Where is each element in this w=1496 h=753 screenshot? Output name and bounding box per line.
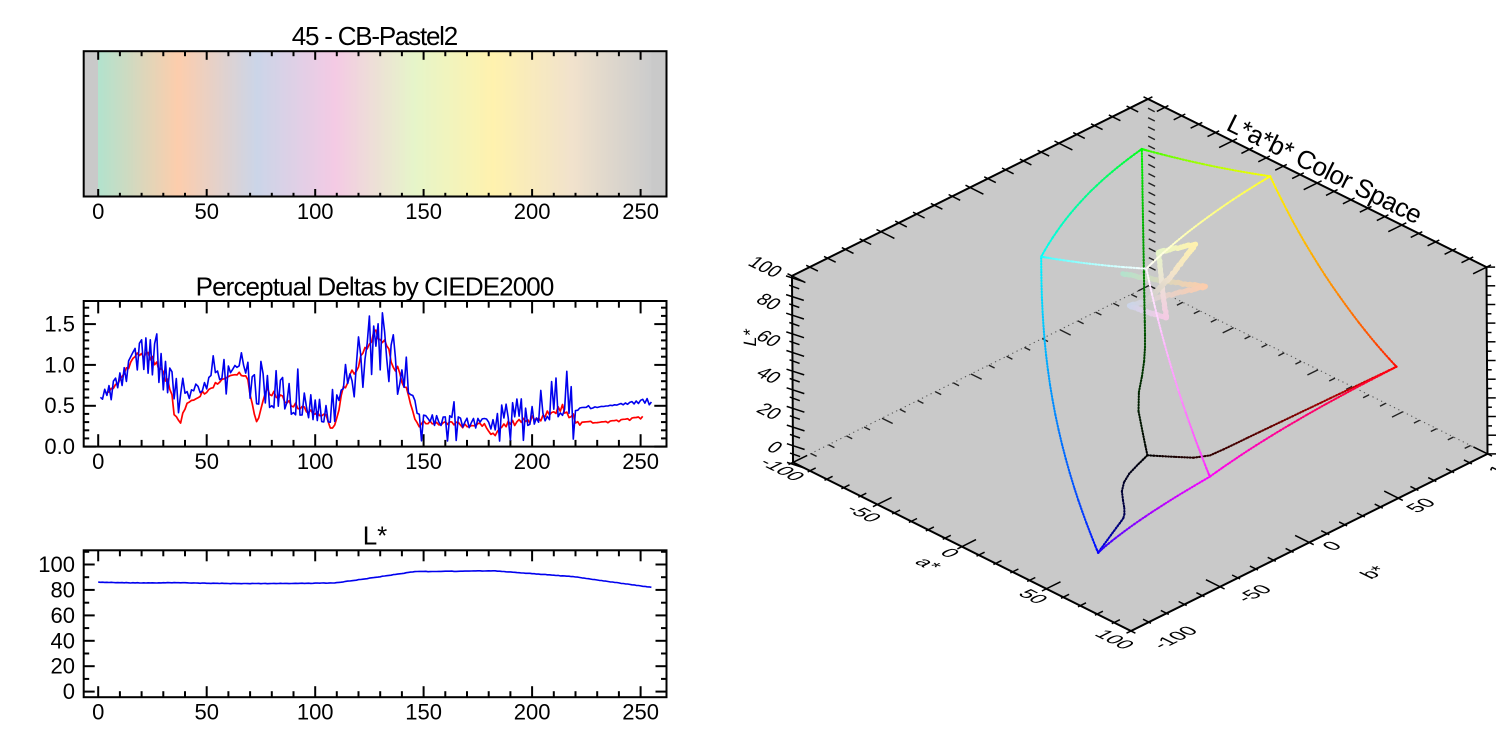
- svg-text:40: 40: [51, 628, 75, 653]
- svg-text:L*: L*: [740, 327, 760, 348]
- svg-text:250: 250: [622, 449, 659, 474]
- svg-text:0: 0: [63, 679, 75, 704]
- svg-text:250: 250: [622, 199, 659, 224]
- svg-text:200: 200: [514, 700, 551, 725]
- svg-text:200: 200: [514, 199, 551, 224]
- svg-text:150: 150: [405, 700, 442, 725]
- svg-text:20: 20: [51, 654, 75, 679]
- svg-text:0.5: 0.5: [44, 393, 75, 418]
- svg-text:1.5: 1.5: [44, 312, 75, 337]
- svg-text:200: 200: [514, 449, 551, 474]
- svg-text:50: 50: [194, 449, 218, 474]
- svg-text:60: 60: [51, 603, 75, 628]
- svg-text:50: 50: [194, 700, 218, 725]
- svg-text:100: 100: [297, 199, 334, 224]
- svg-text:100: 100: [38, 552, 75, 577]
- svg-text:150: 150: [405, 199, 442, 224]
- svg-text:100: 100: [297, 700, 334, 725]
- svg-text:100: 100: [297, 449, 334, 474]
- svg-text:Perceptual Deltas by CIEDE2000: Perceptual Deltas by CIEDE2000: [196, 272, 555, 302]
- svg-text:L*: L*: [363, 520, 388, 550]
- svg-text:50: 50: [194, 199, 218, 224]
- svg-text:250: 250: [622, 700, 659, 725]
- svg-text:1.0: 1.0: [44, 352, 75, 377]
- svg-text:0: 0: [92, 700, 104, 725]
- svg-text:45 - CB-Pastel2: 45 - CB-Pastel2: [292, 21, 458, 51]
- svg-text:0.0: 0.0: [44, 434, 75, 459]
- svg-text:150: 150: [405, 449, 442, 474]
- svg-text:80: 80: [51, 577, 75, 602]
- svg-text:0: 0: [92, 449, 104, 474]
- svg-text:0: 0: [92, 199, 104, 224]
